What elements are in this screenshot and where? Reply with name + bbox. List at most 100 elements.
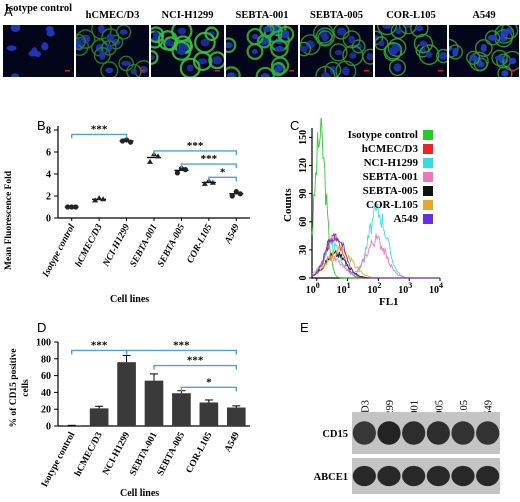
cell-nucleus: [393, 63, 402, 72]
cell-membrane: [277, 25, 295, 43]
cell-nucleus: [378, 40, 385, 47]
cell-nucleus: [119, 29, 128, 35]
cell-nucleus: [165, 41, 176, 47]
scale-bar: [438, 70, 443, 72]
panel-label-c: C: [290, 118, 300, 133]
chart-b-point: [127, 139, 134, 145]
cell-membrane: [300, 34, 321, 56]
cell-membrane: [474, 39, 493, 57]
chart-d-ytick-label: 60: [41, 371, 51, 382]
cell-nucleus: [11, 73, 19, 77]
chart-d-xtick-label: NCI-H1299: [101, 431, 132, 477]
chart-b-point: [147, 158, 153, 164]
micrograph-cells: [449, 25, 519, 77]
chart-d-xtick-label: SEBTA-001: [128, 431, 159, 478]
chart-b-xtick-label: SEBTA-005: [156, 223, 187, 269]
cell-nucleus: [6, 45, 17, 51]
chart-c-ylabel: Counts: [282, 188, 294, 222]
micrograph-cells: [76, 25, 149, 77]
chart-b-point: [69, 204, 75, 210]
cell-membrane: [491, 49, 508, 67]
cell-nucleus: [336, 27, 347, 36]
cell-membrane: [469, 51, 489, 72]
chart-b-xtick-label: hCMEC/D3: [74, 223, 105, 269]
cell-membrane: [151, 26, 165, 44]
cell-membrane: [398, 25, 418, 35]
chart-c-legend-swatch: [423, 172, 433, 182]
cell-membrane: [76, 33, 86, 50]
chart-d-significance-bracket: [180, 386, 237, 392]
chart-c-ytick-label: 120: [298, 158, 309, 173]
cell-nucleus: [469, 54, 478, 62]
cell-nucleus: [321, 72, 330, 77]
chart-b-point: [92, 197, 99, 203]
cell-membrane: [76, 37, 89, 56]
blot-band: [426, 465, 450, 487]
cell-membrane: [194, 31, 216, 54]
cell-membrane: [333, 25, 350, 40]
cell-membrane: [246, 27, 264, 46]
cell-membrane: [317, 30, 333, 46]
cell-membrane: [410, 25, 429, 38]
chart-d-ytick-label: 40: [41, 388, 51, 399]
micrograph-label: hCMEC/D3: [85, 10, 140, 21]
micrograph-image: [226, 25, 298, 77]
chart-c-legend-label: COR-L105: [366, 199, 418, 211]
cell-nucleus: [322, 34, 329, 42]
panel-label-b: B: [37, 118, 46, 133]
chart-b-significance-bracket: [153, 150, 237, 155]
chart-c-legend-label: Isotype control: [348, 129, 418, 141]
chart-d-ytick-label: 80: [41, 354, 51, 365]
chart-b-significance-label: ***: [201, 153, 218, 165]
chart-b-xtick-label: NCI-H1299: [101, 222, 132, 269]
cd15-positive-chart: 0 20 40 60 80 100 Isotype controlhCMEC/D3NCI-H…: [36, 338, 250, 489]
cell-nucleus: [349, 52, 357, 59]
micrograph-label: SEBTA-005: [310, 10, 363, 21]
chart-b-significance-label: *: [220, 166, 226, 178]
chart-b-point: [100, 196, 107, 202]
chart-b-ytick-label: 6: [46, 148, 51, 159]
cell-nucleus: [197, 58, 208, 65]
cell-membrane: [384, 41, 403, 60]
panel-label-d: D: [37, 320, 47, 335]
scale-bar: [65, 70, 70, 72]
cell-membrane: [171, 40, 192, 61]
chart-b-ytick-label: 2: [46, 192, 51, 203]
cell-nucleus: [121, 60, 131, 66]
chart-c-ytick-label: 90: [298, 189, 309, 199]
chart-c-series-line: [311, 249, 440, 279]
chart-b-significance-bracket: [71, 133, 128, 139]
cell-membrane: [100, 61, 119, 77]
chart-d-xtick-label: COR-L105: [185, 431, 215, 476]
blot-band: [377, 421, 401, 445]
cell-nucleus: [176, 46, 186, 56]
chart-d-ylabel: % of CD15 positive cells: [9, 348, 31, 428]
flow-histogram-chart: 0 30 60 90 120 150 100 101 102 103 104 Isotype cont…: [298, 118, 443, 296]
chart-c-legend-label: hCMEC/D3: [362, 143, 419, 155]
chart-d-ytick-label: 0: [46, 422, 51, 433]
cell-membrane: [226, 66, 241, 77]
blot-band: [426, 421, 450, 445]
cell-nucleus: [251, 48, 259, 55]
cell-nucleus: [41, 42, 49, 51]
chart-c-xtick-label: 103: [398, 281, 412, 296]
panel-label-a: A: [4, 4, 13, 19]
cell-nucleus: [76, 38, 82, 46]
chart-b-ytick-label: 4: [46, 170, 51, 181]
blot-band: [476, 421, 500, 445]
chart-c-legend-swatch: [423, 130, 433, 140]
micrograph-image: [151, 25, 224, 77]
micrograph-image: [3, 25, 74, 77]
chart-d-ytick-label: 20: [41, 405, 51, 416]
micrograph-image: [300, 25, 373, 77]
cell-nucleus: [28, 50, 38, 57]
chart-d-xtick-label: SEBTA-005: [156, 431, 187, 478]
cell-membrane: [375, 36, 389, 51]
chart-b-point: [119, 138, 126, 144]
chart-c-xtick-label: 104: [429, 281, 443, 296]
cell-membrane: [484, 30, 501, 46]
cell-nucleus: [130, 68, 137, 75]
chart-d-bar: [89, 408, 109, 426]
chart-c-legend-swatch: [423, 144, 433, 154]
